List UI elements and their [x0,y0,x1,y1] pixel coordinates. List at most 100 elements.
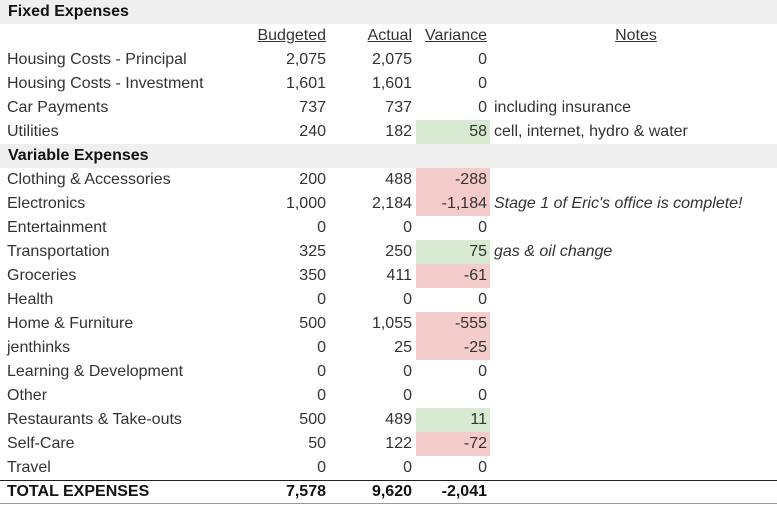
variance-cell[interactable]: -25 [416,336,490,360]
variance-cell[interactable]: 58 [416,120,490,144]
actual-cell[interactable]: 488 [385,171,412,188]
variance-cell[interactable]: 0 [478,51,487,68]
row-label[interactable]: Transportation [7,243,110,260]
budgeted-cell[interactable]: 2,075 [285,51,326,68]
variance-cell[interactable]: -61 [416,264,490,288]
actual-cell[interactable]: 0 [403,459,412,476]
table-row[interactable]: Car Payments 737 737 0 including insurance [0,96,777,120]
notes-cell[interactable] [493,360,777,384]
variance-cell[interactable]: 0 [478,363,487,380]
row-label[interactable]: Travel [7,459,51,476]
table-row[interactable]: Housing Costs - Investment 1,601 1,601 0 [0,72,777,96]
row-label[interactable]: jenthinks [7,339,71,356]
notes-cell[interactable]: gas & oil change [494,243,613,260]
notes-cell[interactable] [493,312,777,336]
row-label[interactable]: Utilities [7,123,59,140]
table-row[interactable]: Other 0 0 0 [0,384,777,408]
notes-cell[interactable] [493,48,777,72]
variance-cell[interactable]: 75 [416,240,490,264]
budgeted-cell[interactable]: 325 [299,243,326,260]
notes-cell[interactable]: including insurance [494,99,631,116]
table-row[interactable]: Restaurants & Take-outs 500 489 11 [0,408,777,432]
row-label[interactable]: Other [7,387,48,404]
variance-cell[interactable]: 0 [478,387,487,404]
budgeted-cell[interactable]: 0 [317,387,326,404]
variance-cell[interactable]: 0 [478,291,487,308]
table-row[interactable]: jenthinks 0 25 -25 [0,336,777,360]
actual-cell[interactable]: 25 [394,339,412,356]
variance-cell[interactable]: 11 [416,408,490,432]
actual-cell[interactable]: 250 [385,243,412,260]
notes-cell[interactable] [493,72,777,96]
row-label[interactable]: Clothing & Accessories [7,171,171,188]
actual-cell[interactable]: 2,075 [371,51,412,68]
budgeted-cell[interactable]: 350 [299,267,326,284]
row-label[interactable]: Housing Costs - Principal [7,51,187,68]
notes-cell[interactable] [493,216,777,240]
budgeted-cell[interactable]: 0 [317,459,326,476]
table-row[interactable]: Electronics 1,000 2,184 -1,184 Stage 1 of Er… [0,192,777,216]
actual-cell[interactable]: 1,055 [371,315,412,332]
row-label[interactable]: Housing Costs - Investment [7,75,204,92]
notes-cell[interactable]: Stage 1 of Eric's office is complete! [494,195,743,212]
row-label[interactable]: Groceries [7,267,77,284]
row-label[interactable]: Health [7,291,54,308]
table-row[interactable]: Transportation 325 250 75 gas & oil change [0,240,777,264]
budgeted-cell[interactable]: 737 [299,99,326,116]
budgeted-cell[interactable]: 0 [317,219,326,236]
row-label[interactable]: Car Payments [7,99,109,116]
row-label[interactable]: Learning & Development [7,363,184,380]
actual-cell[interactable]: 0 [403,219,412,236]
variance-cell[interactable]: 0 [478,459,487,476]
actual-cell[interactable]: 0 [403,291,412,308]
variance-cell[interactable]: -555 [416,312,490,336]
table-row[interactable]: Home & Furniture 500 1,055 -555 [0,312,777,336]
actual-cell[interactable]: 489 [385,411,412,428]
row-label[interactable]: Home & Furniture [7,315,134,332]
notes-cell[interactable]: cell, internet, hydro & water [494,123,688,140]
budgeted-cell[interactable]: 500 [299,411,326,428]
actual-cell[interactable]: 411 [386,267,412,284]
variance-cell[interactable]: -1,184 [416,192,490,216]
notes-cell[interactable] [493,288,777,312]
notes-cell[interactable] [493,432,777,456]
budgeted-cell[interactable]: 1,601 [285,75,326,92]
notes-cell[interactable] [493,456,777,480]
variance-cell[interactable]: 0 [478,99,487,116]
variance-cell[interactable]: 0 [478,75,487,92]
actual-cell[interactable]: 122 [385,435,412,452]
table-row[interactable]: Health 0 0 0 [0,288,777,312]
actual-cell[interactable]: 182 [385,123,412,140]
actual-cell[interactable]: 737 [385,99,412,116]
row-label[interactable]: Self-Care [7,435,75,452]
budgeted-cell[interactable]: 240 [299,123,326,140]
notes-cell[interactable] [493,168,777,192]
budgeted-cell[interactable]: 0 [317,339,326,356]
table-row[interactable]: Travel 0 0 0 [0,456,777,480]
notes-cell[interactable] [493,336,777,360]
actual-cell[interactable]: 0 [403,363,412,380]
row-label[interactable]: Entertainment [7,219,107,236]
row-label[interactable]: Electronics [7,195,86,212]
budgeted-cell[interactable]: 0 [317,363,326,380]
actual-cell[interactable]: 2,184 [371,195,412,212]
table-row[interactable]: Groceries 350 411 -61 [0,264,777,288]
actual-cell[interactable]: 1,601 [371,75,412,92]
budgeted-cell[interactable]: 50 [308,435,326,452]
variance-cell[interactable]: -72 [416,432,490,456]
notes-cell[interactable] [493,408,777,432]
budgeted-cell[interactable]: 200 [299,171,326,188]
variance-cell[interactable]: -288 [416,168,490,192]
budgeted-cell[interactable]: 0 [317,291,326,308]
table-row[interactable]: Housing Costs - Principal 2,075 2,075 0 [0,48,777,72]
table-row[interactable]: Clothing & Accessories 200 488 -288 [0,168,777,192]
row-label[interactable]: Restaurants & Take-outs [7,411,182,428]
budgeted-cell[interactable]: 1,000 [285,195,326,212]
table-row[interactable]: Utilities 240 182 58 cell, internet, hydro &… [0,120,777,144]
table-row[interactable]: Learning & Development 0 0 0 [0,360,777,384]
table-row[interactable]: Self-Care 50 122 -72 [0,432,777,456]
variance-cell[interactable]: 0 [478,219,487,236]
budgeted-cell[interactable]: 500 [299,315,326,332]
notes-cell[interactable] [493,384,777,408]
notes-cell[interactable] [493,264,777,288]
